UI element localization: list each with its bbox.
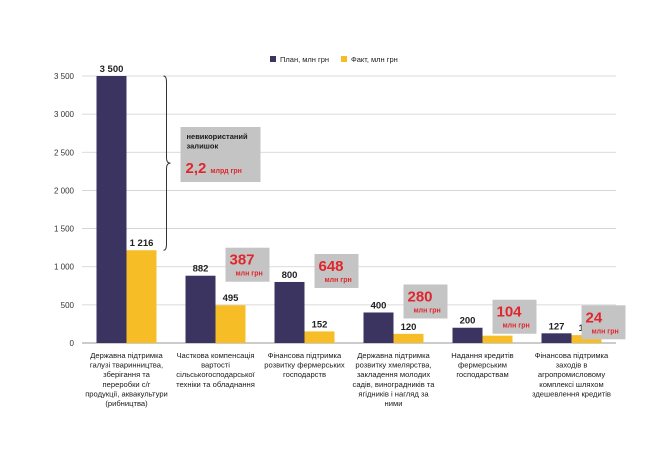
- y-tick-label: 3 000: [54, 110, 75, 119]
- remainder-box: [581, 305, 626, 340]
- annotations: невикористаний залишок 2,2 млрд грн 387 млн г…: [163, 75, 626, 340]
- remainder-value: 648: [319, 258, 344, 275]
- remainder-box: [403, 284, 448, 319]
- data-label: 3 500: [100, 64, 124, 75]
- bar-fact: [215, 305, 246, 343]
- remainder-value: 387: [230, 252, 255, 269]
- data-label: 152: [312, 319, 328, 330]
- legend-swatch: [270, 56, 276, 62]
- bar-fact: [393, 333, 424, 343]
- bar-plan: [274, 281, 305, 343]
- remainder-unit: млн грн: [325, 277, 352, 284]
- bar-fact: [126, 250, 157, 343]
- remainder-value: 24: [586, 309, 603, 326]
- bar-plan: [541, 333, 572, 343]
- data-label: 882: [193, 264, 209, 275]
- bar-fact: [482, 335, 513, 343]
- category-label: Державна підтримка розвитку хмелярства, за…: [353, 351, 436, 408]
- category-label: Надання кредитів фермерським господарствам: [451, 351, 513, 379]
- category-label: Часткова компенсація вартості сільськогосп…: [176, 351, 255, 389]
- y-tick-label: 500: [61, 301, 75, 310]
- category-label: Державна підтримка галузі тваринництва, зб…: [85, 351, 168, 408]
- bar-plan: [185, 275, 216, 343]
- data-label: 1 216: [130, 238, 154, 249]
- remainder-box: [180, 127, 261, 182]
- y-tick-label: 2 500: [54, 148, 75, 157]
- remainder-box: [314, 253, 359, 288]
- legend: План, млн грн Факт, млн грн: [270, 55, 398, 64]
- y-tick-label: 1 500: [54, 225, 75, 234]
- bar-plan: [96, 76, 127, 343]
- y-tick-label: 1 000: [54, 263, 75, 272]
- y-tick-label: 3 500: [54, 72, 75, 81]
- legend-label: Факт, млн грн: [351, 55, 398, 64]
- data-label: 200: [460, 316, 476, 327]
- legend-swatch: [341, 56, 347, 62]
- remainder-value: 2,2 млрд грн: [186, 160, 242, 177]
- data-label: 127: [549, 321, 565, 332]
- bar-plan: [452, 327, 483, 343]
- remainder-unit: млн грн: [414, 307, 441, 314]
- remainder-note: невикористаний залишок: [187, 132, 249, 151]
- y-tick-label: 2 000: [54, 186, 75, 195]
- category-labels: Державна підтримка галузі тваринництва, зб…: [85, 351, 611, 408]
- category-label: Фінансова підтримка заходів в агропромисло…: [532, 351, 611, 398]
- data-label: 495: [223, 293, 240, 304]
- data-label: 800: [282, 270, 298, 281]
- remainder-box: [225, 247, 270, 282]
- y-tick-label: 0: [70, 339, 75, 348]
- remainder-unit: млн грн: [236, 271, 263, 278]
- remainder-box: [492, 299, 537, 334]
- category-label: Фінансова підтримка розвитку фермерських г…: [264, 351, 345, 379]
- legend-label: План, млн грн: [280, 55, 329, 64]
- remainder-value: 104: [497, 304, 523, 321]
- remainder-unit: млн грн: [503, 323, 530, 330]
- remainder-unit: млн грн: [592, 328, 619, 335]
- y-axis: 0 500 1 000 1 500 2 000 2 500 3 000 3 500: [54, 72, 75, 348]
- data-label: 400: [371, 300, 387, 311]
- remainder-value: 280: [408, 288, 433, 305]
- bar-fact: [304, 331, 335, 343]
- data-label: 120: [401, 322, 417, 333]
- bar-plan: [363, 312, 394, 343]
- remainder-bracket: [163, 75, 171, 251]
